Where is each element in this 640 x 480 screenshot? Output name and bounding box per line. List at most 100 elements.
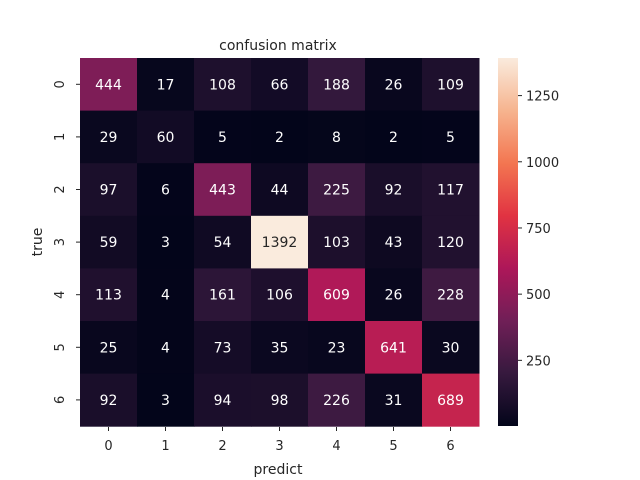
heatmap-cell [422, 163, 480, 217]
heatmap-cell [251, 163, 309, 217]
cell-value-label: 3 [161, 393, 170, 409]
cell-value-label: 54 [214, 235, 232, 251]
cell-value-label: 25 [100, 340, 118, 356]
heatmap-cell [365, 321, 423, 375]
cell-value-label: 641 [380, 340, 407, 356]
cell-value-label: 108 [209, 77, 236, 93]
y-axis-label: true [30, 228, 46, 257]
cell-value-label: 443 [209, 183, 236, 199]
heatmap-cell [308, 268, 366, 322]
heatmap-cell [194, 110, 252, 164]
heatmap-cell [194, 215, 252, 269]
heatmap-cell [422, 215, 480, 269]
cell-value-label: 17 [157, 77, 175, 93]
colorbar-tick-label: 250 [526, 354, 551, 369]
heatmap-cell [422, 58, 480, 112]
cell-value-label: 26 [385, 77, 403, 93]
heatmap-cell [251, 58, 309, 112]
y-tick-labels: 0 1 2 3 4 5 6 [53, 80, 80, 404]
colorbar-tick-label: 1000 [526, 156, 559, 171]
cell-value-label: 29 [100, 130, 118, 146]
heatmap-cell [422, 268, 480, 322]
cell-value-label: 3 [161, 235, 170, 251]
heatmap-cell [194, 268, 252, 322]
heatmap-cell [308, 58, 366, 112]
y-tick-label: 4 [53, 291, 68, 299]
cell-value-label: 444 [95, 77, 122, 93]
cell-value-label: 31 [385, 393, 403, 409]
y-tick-label: 5 [53, 343, 68, 351]
heatmap-cell [422, 373, 480, 427]
y-tick-label: 6 [53, 396, 68, 404]
colorbar: 250 500 750 1000 1250 [498, 58, 559, 426]
heatmap-cell [80, 373, 138, 427]
heatmap-cell [137, 163, 195, 217]
cell-value-label: 1392 [262, 235, 298, 251]
cell-value-label: 94 [214, 393, 232, 409]
cell-value-label: 117 [437, 183, 464, 199]
x-tick-label: 5 [389, 439, 397, 454]
y-tick-label: 3 [53, 238, 68, 246]
heatmap-cell [365, 58, 423, 112]
cell-value-label: 2 [275, 130, 284, 146]
cell-value-label: 5 [446, 130, 455, 146]
cell-value-label: 60 [157, 130, 175, 146]
cell-value-label: 103 [323, 235, 350, 251]
cell-value-label: 5 [218, 130, 227, 146]
cell-value-label: 120 [437, 235, 464, 251]
cell-value-label: 23 [328, 340, 346, 356]
cell-value-label: 92 [100, 393, 118, 409]
cell-value-label: 66 [271, 77, 289, 93]
cell-value-label: 35 [271, 340, 289, 356]
heatmap-cell [194, 58, 252, 112]
cell-value-label: 44 [271, 183, 289, 199]
x-tick-label: 3 [275, 439, 283, 454]
heatmap-cell [194, 373, 252, 427]
cell-value-label: 4 [161, 340, 170, 356]
heatmap-cell [194, 321, 252, 375]
heatmap-cell [80, 110, 138, 164]
heatmap-cell [308, 373, 366, 427]
y-tick-label: 1 [53, 133, 68, 141]
cell-value-label: 43 [385, 235, 403, 251]
heatmap-cell [137, 58, 195, 112]
cell-value-label: 226 [323, 393, 350, 409]
heatmap-cell [365, 110, 423, 164]
colorbar-tick-label: 500 [526, 288, 551, 303]
cell-value-label: 92 [385, 183, 403, 199]
cell-value-label: 106 [266, 288, 293, 304]
x-tick-labels: 0 1 2 3 4 5 6 [104, 427, 455, 454]
cell-value-label: 98 [271, 393, 289, 409]
x-tick-label: 4 [332, 439, 340, 454]
heatmap-cell [80, 58, 138, 112]
heatmap-cell [422, 321, 480, 375]
cell-value-label: 109 [437, 77, 464, 93]
colorbar-tick-label: 750 [526, 222, 551, 237]
heatmap-cell [308, 321, 366, 375]
x-tick-label: 0 [104, 439, 112, 454]
cell-value-label: 4 [161, 288, 170, 304]
colorbar-gradient [498, 58, 518, 426]
colorbar-tick-label: 1250 [526, 90, 559, 105]
heatmap-cell [251, 268, 309, 322]
cell-value-label: 689 [437, 393, 464, 409]
heatmap-cell [365, 268, 423, 322]
cell-value-label: 97 [100, 183, 118, 199]
x-tick-label: 6 [446, 439, 454, 454]
y-tick-label: 2 [53, 185, 68, 193]
cell-value-label: 2 [389, 130, 398, 146]
heatmap-cell [422, 110, 480, 164]
cell-value-label: 73 [214, 340, 232, 356]
heatmap-cell [365, 215, 423, 269]
cell-value-label: 26 [385, 288, 403, 304]
heatmap-cell [365, 373, 423, 427]
heatmap-cell [251, 321, 309, 375]
cell-value-label: 228 [437, 288, 464, 304]
heatmap-cell [365, 163, 423, 217]
heatmap-cell [80, 268, 138, 322]
cell-value-label: 188 [323, 77, 350, 93]
heatmap-cell [251, 215, 309, 269]
heatmap-cell [137, 321, 195, 375]
